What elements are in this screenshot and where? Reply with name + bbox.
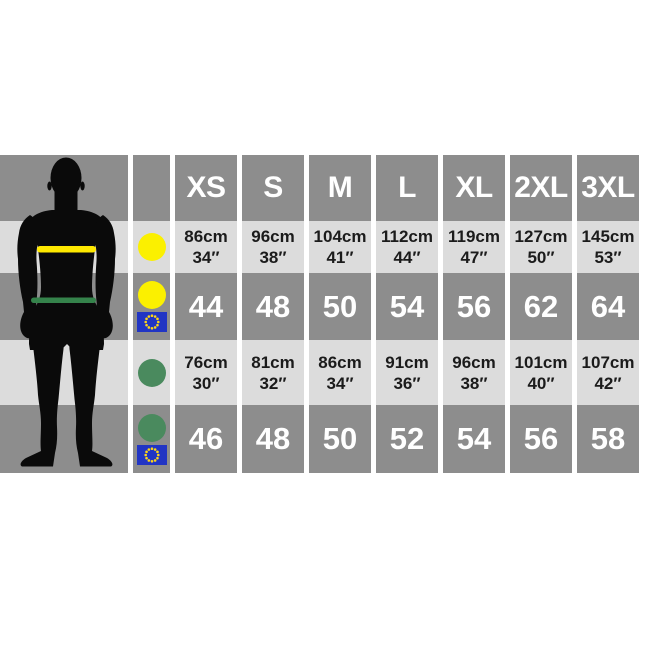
chest-in-value: 47″ [460, 248, 488, 267]
waist-in-value: 40″ [527, 373, 555, 393]
chest-in-value: 38″ [259, 248, 287, 267]
chest-measure-cell: 145cm 53″ [577, 221, 639, 273]
size-header-s: S [242, 155, 304, 221]
chest-in-value: 34″ [192, 248, 220, 267]
chest-cm-value: 86cm [184, 227, 228, 246]
chest-eu-size-cell: 50 [309, 273, 371, 340]
chest-cm-value: 145cm [581, 227, 635, 246]
chest-cm-value: 104cm [313, 227, 367, 246]
chest-measure-cell: 119cm 47″ [443, 221, 505, 273]
chest-eu-size-cell: 54 [376, 273, 438, 340]
chest-cm-value: 119cm [448, 227, 500, 246]
waist-measure-cell: 101cm 40″ [510, 340, 572, 405]
green-dot-icon [137, 358, 166, 387]
chest-in-value: 53″ [594, 248, 622, 267]
waist-cm-value: 101cm [514, 352, 568, 372]
size-table: XS S M L XL 2XL 3XL 86cm 34″ 96cm 38″ 10… [0, 155, 639, 473]
size-header-xl: XL [443, 155, 505, 221]
waist-cm-value: 86cm [318, 352, 362, 372]
waist-measure-cell: 107cm 42″ [577, 340, 639, 405]
size-header-l: L [376, 155, 438, 221]
waist-measure-cell: 86cm 34″ [309, 340, 371, 405]
size-header-3xl: 3XL [577, 155, 639, 221]
chest-cm-value: 96cm [251, 227, 295, 246]
chest-measure-cell: 86cm 34″ [175, 221, 237, 273]
waist-measure-cell: 96cm 38″ [443, 340, 505, 405]
eu-flag-icon [136, 444, 167, 465]
waist-cm-value: 107cm [581, 352, 635, 372]
figure-panel [0, 155, 128, 473]
size-header-m: M [309, 155, 371, 221]
waist-eu-size-cell: 46 [175, 405, 237, 473]
yellow-dot-icon [137, 281, 166, 309]
chest-eu-size-cell: 48 [242, 273, 304, 340]
chest-cm-value: 112cm [381, 227, 433, 246]
waist-eu-marker-cell [133, 405, 170, 473]
waist-eu-size-cell: 56 [510, 405, 572, 473]
waist-cm-value: 81cm [251, 352, 295, 372]
waist-eu-size-cell: 54 [443, 405, 505, 473]
waist-cm-value: 91cm [385, 352, 429, 372]
waist-in-value: 38″ [460, 373, 488, 393]
waist-in-value: 34″ [326, 373, 354, 393]
chest-eu-size-cell: 64 [577, 273, 639, 340]
chest-in-value: 44″ [393, 248, 421, 267]
chest-eu-marker-cell [133, 273, 170, 340]
male-silhouette [17, 157, 116, 467]
chest-cm-marker-cell [133, 221, 170, 273]
chest-eu-size-cell: 56 [443, 273, 505, 340]
waist-measure-cell: 91cm 36″ [376, 340, 438, 405]
stripe-row-waist-cm [0, 340, 128, 405]
waist-in-value: 30″ [192, 373, 220, 393]
waist-eu-size-cell: 48 [242, 405, 304, 473]
waist-in-value: 36″ [393, 373, 421, 393]
waist-cm-marker-cell [133, 340, 170, 405]
yellow-dot-icon [137, 233, 166, 261]
waist-eu-size-cell: 58 [577, 405, 639, 473]
waist-cm-value: 76cm [184, 352, 228, 372]
chest-in-value: 41″ [326, 248, 354, 267]
chest-in-value: 50″ [527, 248, 555, 267]
waist-eu-size-cell: 52 [376, 405, 438, 473]
chest-measure-cell: 96cm 38″ [242, 221, 304, 273]
chest-measure-cell: 127cm 50″ [510, 221, 572, 273]
chest-eu-size-cell: 44 [175, 273, 237, 340]
waist-eu-size-cell: 50 [309, 405, 371, 473]
waist-measure-cell: 76cm 30″ [175, 340, 237, 405]
chest-eu-size-cell: 62 [510, 273, 572, 340]
waist-line [31, 297, 96, 303]
chest-measure-cell: 112cm 44″ [376, 221, 438, 273]
eu-flag-icon [136, 312, 167, 332]
chest-cm-value: 127cm [514, 227, 568, 246]
green-dot-icon [137, 413, 166, 442]
marker-column-header-cell [133, 155, 170, 221]
chest-measure-cell: 104cm 41″ [309, 221, 371, 273]
waist-in-value: 32″ [259, 373, 287, 393]
waist-in-value: 42″ [594, 373, 622, 393]
waist-measure-cell: 81cm 32″ [242, 340, 304, 405]
waist-cm-value: 96cm [452, 352, 496, 372]
chest-line [37, 246, 96, 253]
size-header-2xl: 2XL [510, 155, 572, 221]
size-header-xs: XS [175, 155, 237, 221]
